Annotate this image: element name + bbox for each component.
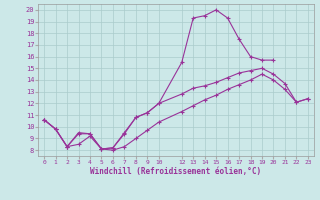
X-axis label: Windchill (Refroidissement éolien,°C): Windchill (Refroidissement éolien,°C) (91, 167, 261, 176)
